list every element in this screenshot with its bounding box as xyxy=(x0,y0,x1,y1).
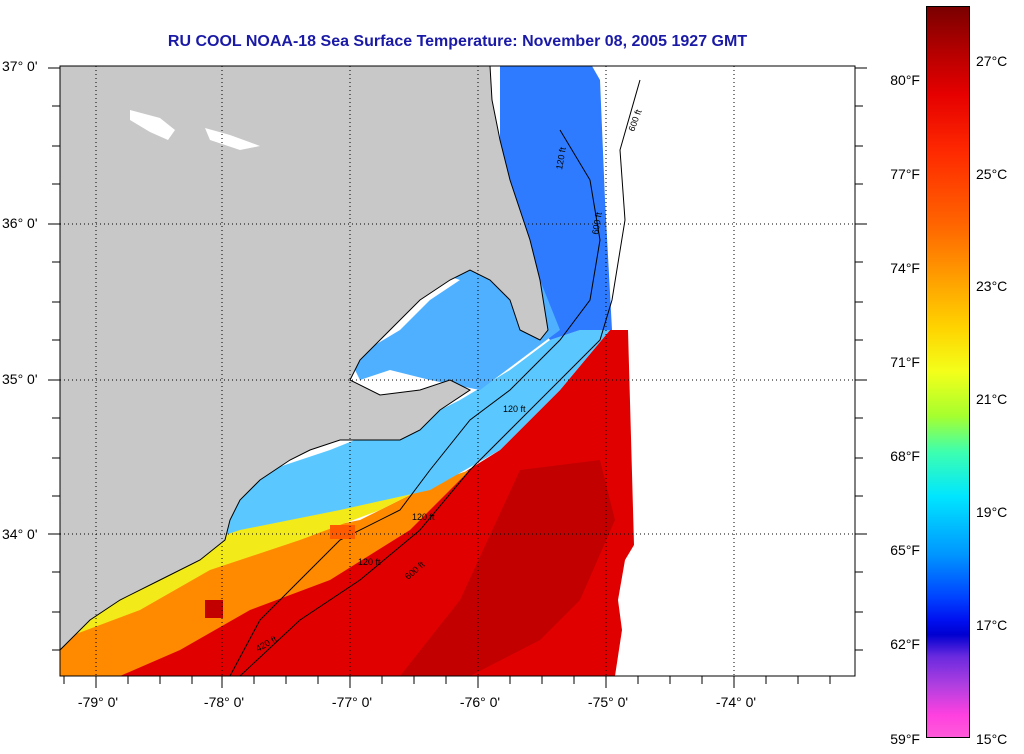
contour-120ft xyxy=(229,129,601,676)
contour-label: 600 ft xyxy=(590,211,604,235)
lat-label: 34° 0' xyxy=(2,526,38,542)
warm-patch-1 xyxy=(205,600,223,618)
lat-label: 35° 0' xyxy=(2,371,38,387)
shelf-yellow-band xyxy=(60,480,440,640)
shelf-warm-band xyxy=(60,470,470,676)
lon-label: -77° 0' xyxy=(331,694,373,710)
lat-label: 37° 0' xyxy=(2,58,38,74)
colorbar-c-label: 17°C xyxy=(976,617,1008,633)
colorbar-c-label: 15°C xyxy=(976,731,1008,747)
colorbar-c-label: 27°C xyxy=(976,53,1008,69)
contour-label: 120 ft xyxy=(412,512,435,522)
lon-label: -76° 0' xyxy=(459,694,501,710)
inland-lake-1 xyxy=(130,110,175,140)
colorbar-c-label: 19°C xyxy=(976,504,1008,520)
colorbar-f-label: 62°F xyxy=(890,636,920,652)
contour-label: 120 ft xyxy=(554,146,568,170)
colorbar-c-label: 21°C xyxy=(976,391,1008,407)
colorbar-f-label: 65°F xyxy=(890,542,920,558)
contour-label: 120 ft xyxy=(358,557,381,567)
warm-patch-2 xyxy=(330,525,355,539)
bottom-ticks xyxy=(63,676,831,688)
land-mass xyxy=(60,66,549,651)
colorbar-f-label: 80°F xyxy=(890,72,920,88)
lon-label: -75° 0' xyxy=(587,694,629,710)
lon-label: -79° 0' xyxy=(77,694,119,710)
colorbar-f-label: 71°F xyxy=(890,354,920,370)
grid-lines xyxy=(60,66,855,676)
inland-lake-2 xyxy=(205,128,260,150)
colorbar-f-label: 77°F xyxy=(890,166,920,182)
lon-label: -74° 0' xyxy=(715,694,757,710)
colorbar-f-label: 59°F xyxy=(890,731,920,747)
warm-core-deep xyxy=(400,460,615,676)
colorbar-c-label: 23°C xyxy=(976,278,1008,294)
lon-label: -78° 0' xyxy=(203,694,245,710)
contour-label: 120 ft xyxy=(503,404,526,414)
lat-label: 36° 0' xyxy=(2,215,38,231)
colorbar-f-label: 74°F xyxy=(890,260,920,276)
colorbar-f-label: 68°F xyxy=(890,448,920,464)
temperature-color-bar xyxy=(926,6,970,738)
map-frame xyxy=(59,65,856,677)
map-title: RU COOL NOAA-18 Sea Surface Temperature:… xyxy=(167,33,748,50)
colorbar-c-label: 25°C xyxy=(976,166,1008,182)
side-ticks xyxy=(48,67,867,651)
